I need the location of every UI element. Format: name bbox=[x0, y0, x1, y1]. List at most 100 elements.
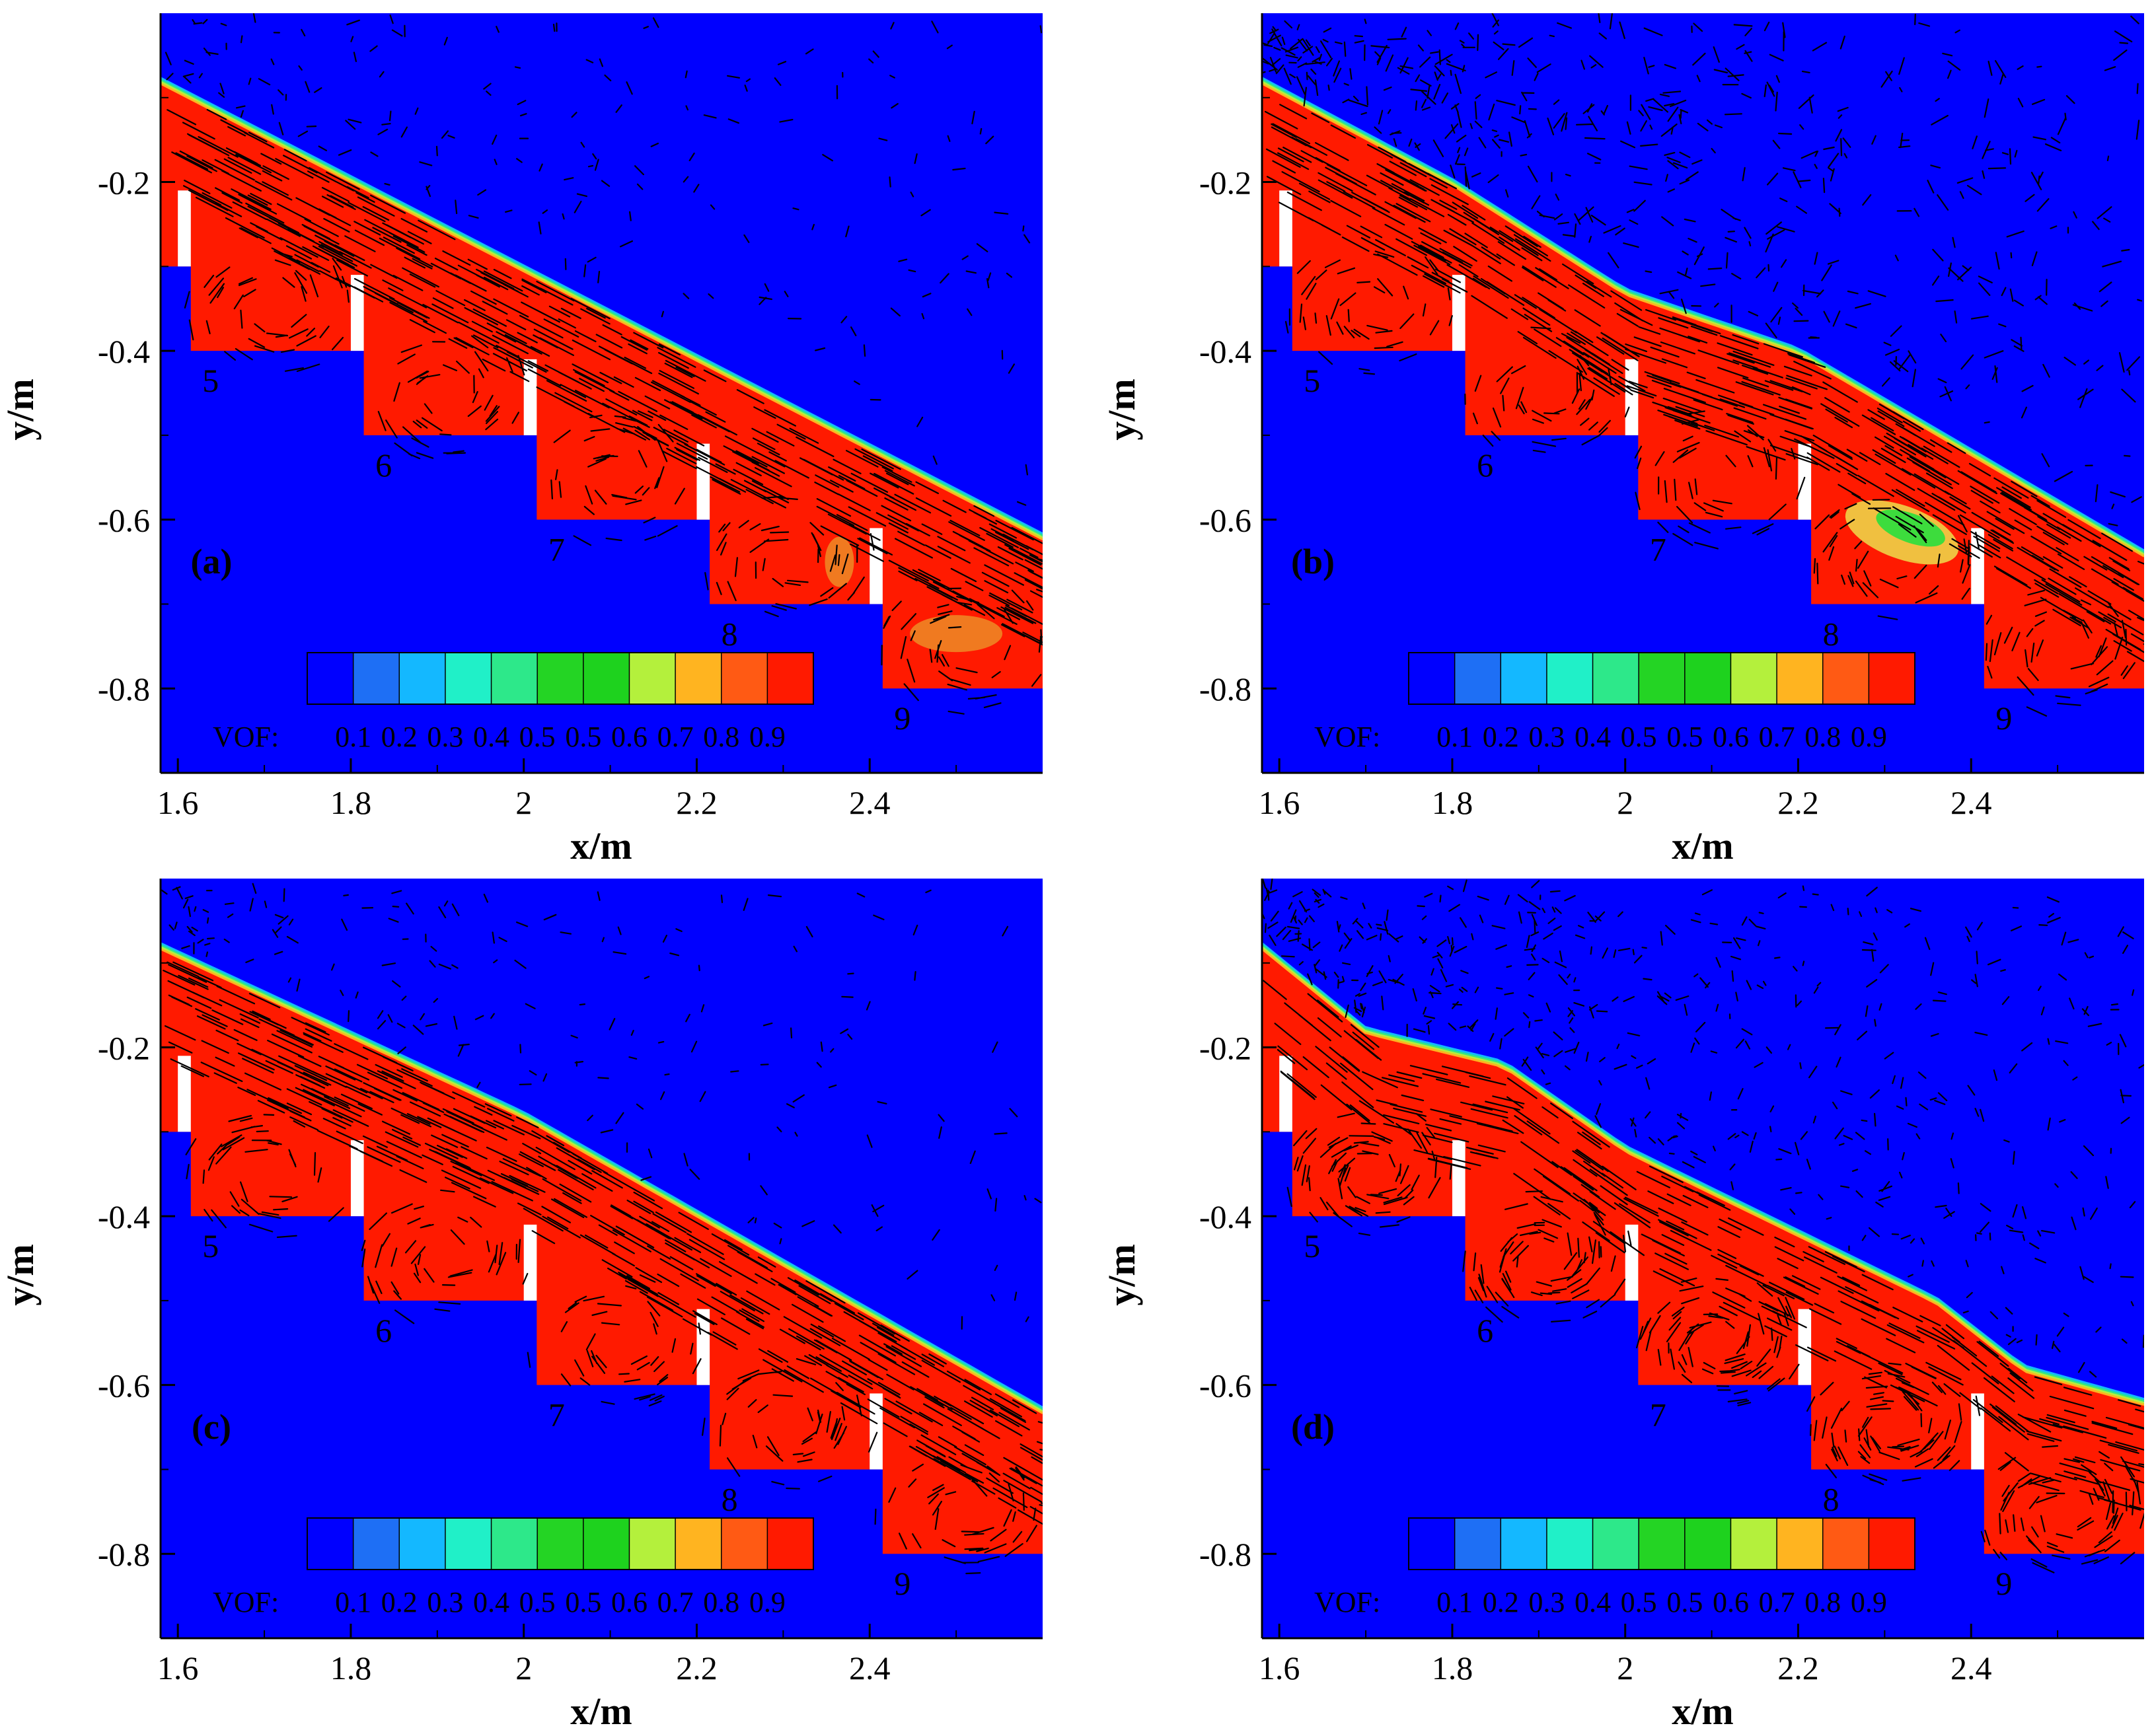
step-number-label: 8 bbox=[1823, 615, 1839, 652]
panel-d: -0.2 -0.4 -0.6 -0.8 1.6 1.8 2 2.2 2.4 x/m y/m 5 6 7 8 9… bbox=[1100, 879, 2144, 1733]
step-number-label: 9 bbox=[894, 700, 910, 737]
legend-tick-label: 0.8 bbox=[703, 1586, 739, 1618]
legend-tick-label: 0.6 bbox=[1713, 721, 1749, 753]
y-tick-label: -0.8 bbox=[98, 1536, 150, 1573]
y-tick-label: -0.8 bbox=[1199, 670, 1251, 707]
y-axis-label: y/m bbox=[1100, 1244, 1143, 1305]
step-riser bbox=[1625, 1224, 1639, 1301]
legend-tick-label: 0.7 bbox=[657, 1586, 694, 1618]
legend-swatch bbox=[1546, 653, 1594, 704]
step-number-label: 9 bbox=[1995, 700, 2012, 737]
legend-title: VOF: bbox=[213, 1586, 279, 1618]
legend-tick-label: 0.1 bbox=[335, 721, 371, 753]
y-axis-label: y/m bbox=[0, 379, 42, 440]
legend-tick-label: 0.2 bbox=[381, 1586, 418, 1618]
step-number-label: 8 bbox=[722, 1480, 738, 1517]
legend-tick-label: 0.5 bbox=[565, 721, 601, 753]
y-axis-label: y/m bbox=[1100, 379, 1143, 440]
interface-contour bbox=[1262, 948, 2144, 1406]
legend-swatch bbox=[491, 653, 538, 704]
legend-swatch bbox=[767, 653, 814, 704]
legend-frame bbox=[1408, 1517, 1915, 1570]
interface-contour bbox=[161, 81, 1043, 539]
legend-title: VOF: bbox=[1314, 721, 1380, 753]
legend-swatch bbox=[491, 1518, 538, 1570]
step-number-label: 7 bbox=[548, 531, 565, 568]
step-riser bbox=[523, 1224, 537, 1301]
x-tick-label: 2 bbox=[1617, 784, 1633, 821]
step-riser bbox=[1798, 1309, 1812, 1385]
step-riser bbox=[1279, 1056, 1292, 1132]
legend-swatch bbox=[1684, 1518, 1731, 1570]
panel-b: -0.2 -0.4 -0.6 -0.8 1.6 1.8 2 2.2 2.4 x/m y/m 5 6 7 8 9… bbox=[1100, 13, 2144, 867]
step-number-label: 9 bbox=[894, 1565, 910, 1602]
legend-tick-label: 0.8 bbox=[1804, 721, 1841, 753]
y-tick-label: -0.8 bbox=[1199, 1536, 1251, 1573]
legend-tick-label: 0.3 bbox=[1528, 1586, 1565, 1618]
x-tick-label: 2 bbox=[1617, 1649, 1633, 1686]
axes: -0.2 -0.4 -0.6 -0.8 1.6 1.8 2 2.2 2.4 x/m y/m bbox=[1100, 13, 2144, 867]
legend-title: VOF: bbox=[1314, 1586, 1380, 1618]
legend-tick-label: 0.9 bbox=[749, 721, 786, 753]
legend-swatch bbox=[1777, 653, 1824, 704]
step-riser bbox=[1798, 443, 1812, 520]
x-tick-label: 2.2 bbox=[676, 784, 718, 821]
y-tick-label: -0.2 bbox=[1199, 164, 1251, 201]
step-number-label: 6 bbox=[375, 447, 392, 484]
legend-swatch bbox=[537, 653, 584, 704]
step-number-label: 7 bbox=[1650, 531, 1666, 568]
legend-swatch bbox=[675, 653, 722, 704]
x-tick-label: 2.4 bbox=[1950, 1649, 1992, 1686]
interface-contour bbox=[1262, 81, 2144, 556]
interface-contour bbox=[161, 942, 1043, 1408]
y-tick-label: -0.2 bbox=[98, 1030, 150, 1067]
vector-strokes bbox=[1262, 13, 2144, 717]
legend-swatch bbox=[1454, 1518, 1501, 1570]
step-number-label: 5 bbox=[1304, 1227, 1320, 1264]
x-tick-label: 1.6 bbox=[157, 1649, 199, 1686]
x-tick-label: 2.4 bbox=[849, 1649, 891, 1686]
y-tick-label: -0.6 bbox=[98, 1367, 150, 1404]
legend-tick-label: 0.7 bbox=[657, 721, 694, 753]
legend-swatch bbox=[1684, 653, 1731, 704]
interface-contour bbox=[161, 77, 1043, 535]
legend-tick-label: 0.4 bbox=[473, 721, 509, 753]
x-axis-label: x/m bbox=[570, 824, 632, 867]
legend-tick-label: 0.1 bbox=[335, 1586, 371, 1618]
velocity-vectors bbox=[1262, 879, 2144, 1573]
legend-tick-label: 0.3 bbox=[427, 1586, 463, 1618]
legend-swatch bbox=[399, 653, 446, 704]
step-number-label: 7 bbox=[548, 1396, 565, 1433]
legend-tick-label: 0.2 bbox=[1483, 721, 1519, 753]
interface-contour bbox=[1262, 942, 2144, 1400]
vof-legend: VOF: 0.1 0.2 0.3 0.4 0.5 0.5 0.6 0.7 0.8 0.9 bbox=[1314, 1517, 1915, 1618]
legend-tick-label: 0.1 bbox=[1436, 721, 1473, 753]
legend-swatch bbox=[721, 1518, 768, 1570]
step-riser bbox=[523, 359, 537, 435]
legend-tick-label: 0.3 bbox=[427, 721, 463, 753]
legend-tick-label: 0.6 bbox=[611, 721, 648, 753]
legend-swatch bbox=[353, 1518, 400, 1570]
velocity-vectors bbox=[165, 13, 1043, 715]
panel-a: -0.2 -0.4 -0.6 -0.8 1.6 1.8 2 2.2 2.4 x/m y/m 5 6 7 8 9… bbox=[0, 13, 1043, 867]
legend-swatch bbox=[445, 1518, 492, 1570]
legend-tick-label: 0.9 bbox=[1851, 721, 1887, 753]
y-tick-label: -0.4 bbox=[98, 333, 150, 370]
axes: -0.2 -0.4 -0.6 -0.8 1.6 1.8 2 2.2 2.4 x/m y/m bbox=[1100, 879, 2144, 1733]
x-tick-label: 1.8 bbox=[1432, 1649, 1473, 1686]
plot-layer: -0.2 -0.4 -0.6 -0.8 1.6 1.8 2 2.2 2.4 x/m y/m 5 6 7 8 9… bbox=[1100, 13, 2144, 867]
y-tick-label: -0.4 bbox=[98, 1198, 150, 1235]
step-riser bbox=[178, 1056, 191, 1132]
axes: -0.2 -0.4 -0.6 -0.8 1.6 1.8 2 2.2 2.4 x/m y/m bbox=[0, 13, 1043, 867]
legend-swatch bbox=[445, 653, 492, 704]
panel-label: (d) bbox=[1291, 1407, 1335, 1447]
legend-swatch bbox=[307, 1518, 354, 1570]
x-tick-label: 2.2 bbox=[676, 1649, 718, 1686]
velocity-vectors bbox=[161, 883, 1043, 1575]
interface-contour bbox=[161, 948, 1043, 1414]
panel-label: (b) bbox=[1291, 542, 1335, 581]
step-number-label: 8 bbox=[722, 615, 738, 652]
legend-swatch bbox=[767, 1518, 814, 1570]
legend-tick-label: 0.5 bbox=[1621, 1586, 1657, 1618]
velocity-vectors bbox=[1262, 13, 2144, 717]
